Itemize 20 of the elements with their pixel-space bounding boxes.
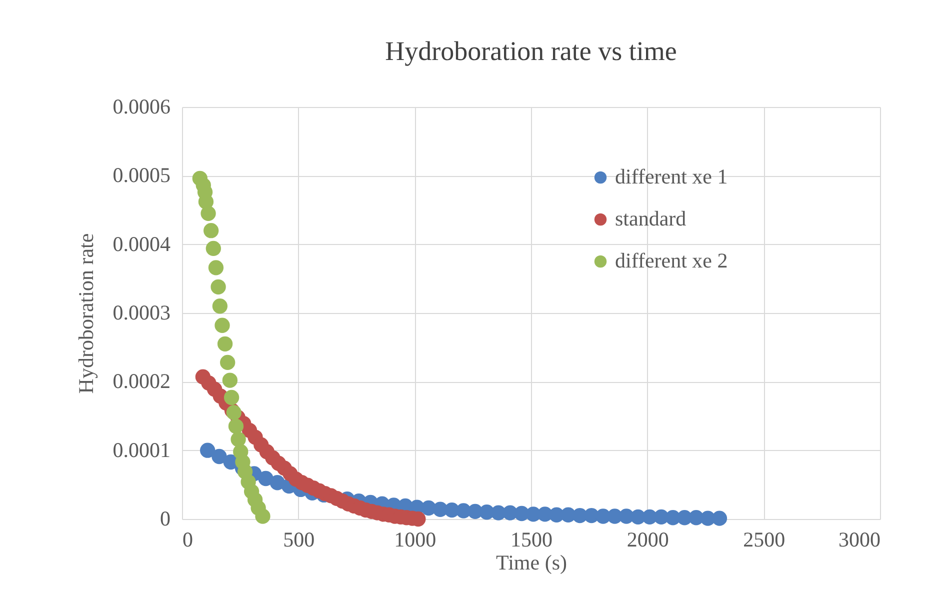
y-tick-label: 0	[160, 506, 170, 530]
x-tick-label: 0	[182, 528, 193, 552]
y-tick-label: 0.0001	[112, 438, 170, 462]
x-tick-label: 2000	[626, 528, 669, 552]
chart-title: Hydroboration rate vs time	[385, 36, 677, 66]
y-tick-label: 0.0005	[112, 163, 170, 188]
x-tick-label: 500	[283, 528, 315, 552]
x-tick-label: 3000	[838, 528, 880, 552]
y-axis-title: Hydroboration rate	[74, 233, 98, 394]
y-tick-label: 0.0006	[112, 94, 170, 118]
y-tick-label: 0.0004	[112, 232, 171, 256]
legend-label: standard	[615, 206, 687, 230]
y-tick-label: 0.0003	[112, 300, 170, 324]
x-tick-label: 1500	[510, 528, 552, 552]
legend-label: different xe 2	[615, 248, 728, 272]
x-axis-title: Time (s)	[496, 550, 567, 574]
x-tick-label: 1000	[394, 528, 436, 552]
y-tick-label: 0.0002	[112, 369, 170, 394]
legend-label: different xe 1	[615, 164, 728, 188]
x-tick-label: 2500	[743, 528, 786, 552]
